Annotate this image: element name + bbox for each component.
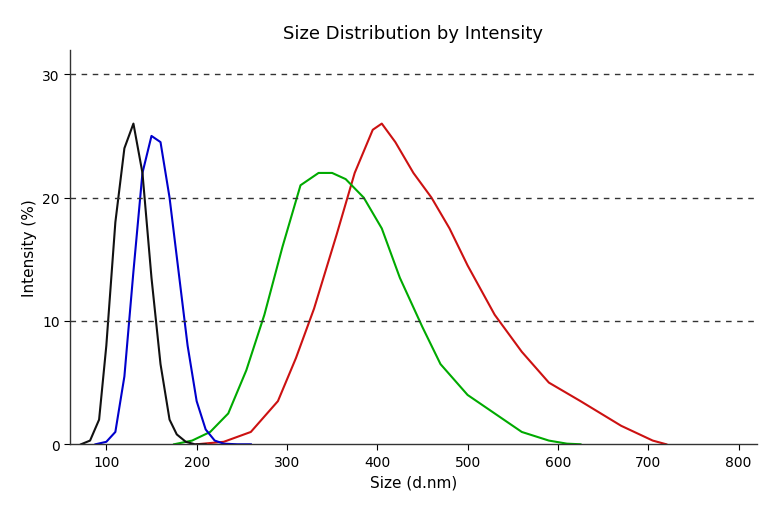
Title: Size Distribution by Intensity: Size Distribution by Intensity: [283, 25, 544, 43]
X-axis label: Size (d.nm): Size (d.nm): [370, 474, 457, 489]
Y-axis label: Intensity (%): Intensity (%): [22, 198, 37, 296]
